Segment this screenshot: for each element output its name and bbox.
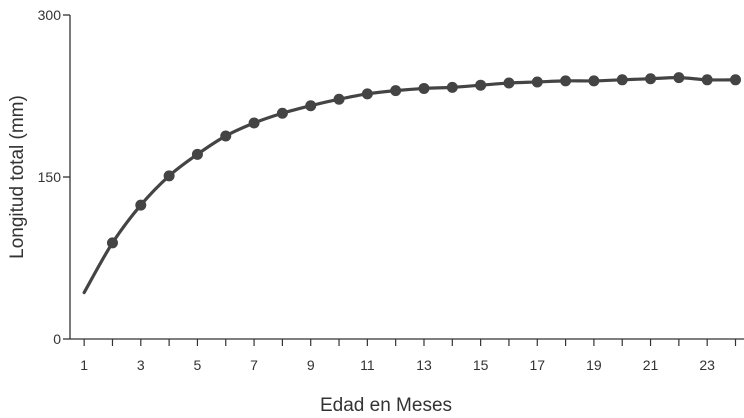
series-line (82, 76, 738, 295)
data-point (475, 79, 487, 91)
data-point (503, 77, 515, 89)
x-axis-ticks: 1 3 5 7 9 11 13 15 17 19 21 23 (80, 339, 737, 373)
data-point (616, 74, 628, 86)
data-point (305, 100, 317, 112)
y-tick-label: 300 (38, 7, 62, 23)
x-tick-label: 3 (137, 357, 145, 373)
y-axis-title: Longitud total (mm) (7, 95, 28, 259)
x-tick-label: 1 (80, 357, 88, 373)
data-point (361, 88, 373, 100)
data-point (645, 73, 657, 85)
data-point (446, 81, 458, 93)
data-point (163, 170, 175, 182)
x-tick-label: 5 (194, 357, 202, 373)
x-axis-title: Edad en Meses (320, 395, 452, 416)
data-point (191, 148, 203, 160)
x-tick-label: 23 (699, 357, 715, 373)
y-tick-label: 150 (38, 169, 62, 185)
data-point (701, 74, 713, 86)
y-axis-ticks: 0 150 300 (38, 7, 70, 347)
x-tick-label: 17 (529, 357, 545, 373)
series-layer (82, 72, 742, 295)
x-tick-label: 13 (416, 357, 432, 373)
data-point (333, 93, 345, 105)
data-point (588, 75, 600, 87)
data-point (730, 74, 742, 86)
x-tick-label: 15 (473, 357, 489, 373)
data-point (220, 130, 232, 142)
data-point (276, 107, 288, 119)
data-point (106, 237, 118, 249)
y-tick-label: 0 (53, 331, 61, 347)
data-point (673, 72, 685, 84)
data-point (560, 75, 572, 87)
x-tick-label: 19 (586, 357, 602, 373)
data-point (531, 76, 543, 88)
x-tick-label: 11 (360, 357, 375, 373)
data-point (418, 82, 430, 94)
data-point (135, 199, 147, 211)
x-tick-label: 9 (307, 357, 315, 373)
x-tick-label: 21 (643, 357, 659, 373)
x-tick-label: 7 (250, 357, 258, 373)
data-point (390, 85, 402, 97)
data-point (248, 117, 260, 129)
